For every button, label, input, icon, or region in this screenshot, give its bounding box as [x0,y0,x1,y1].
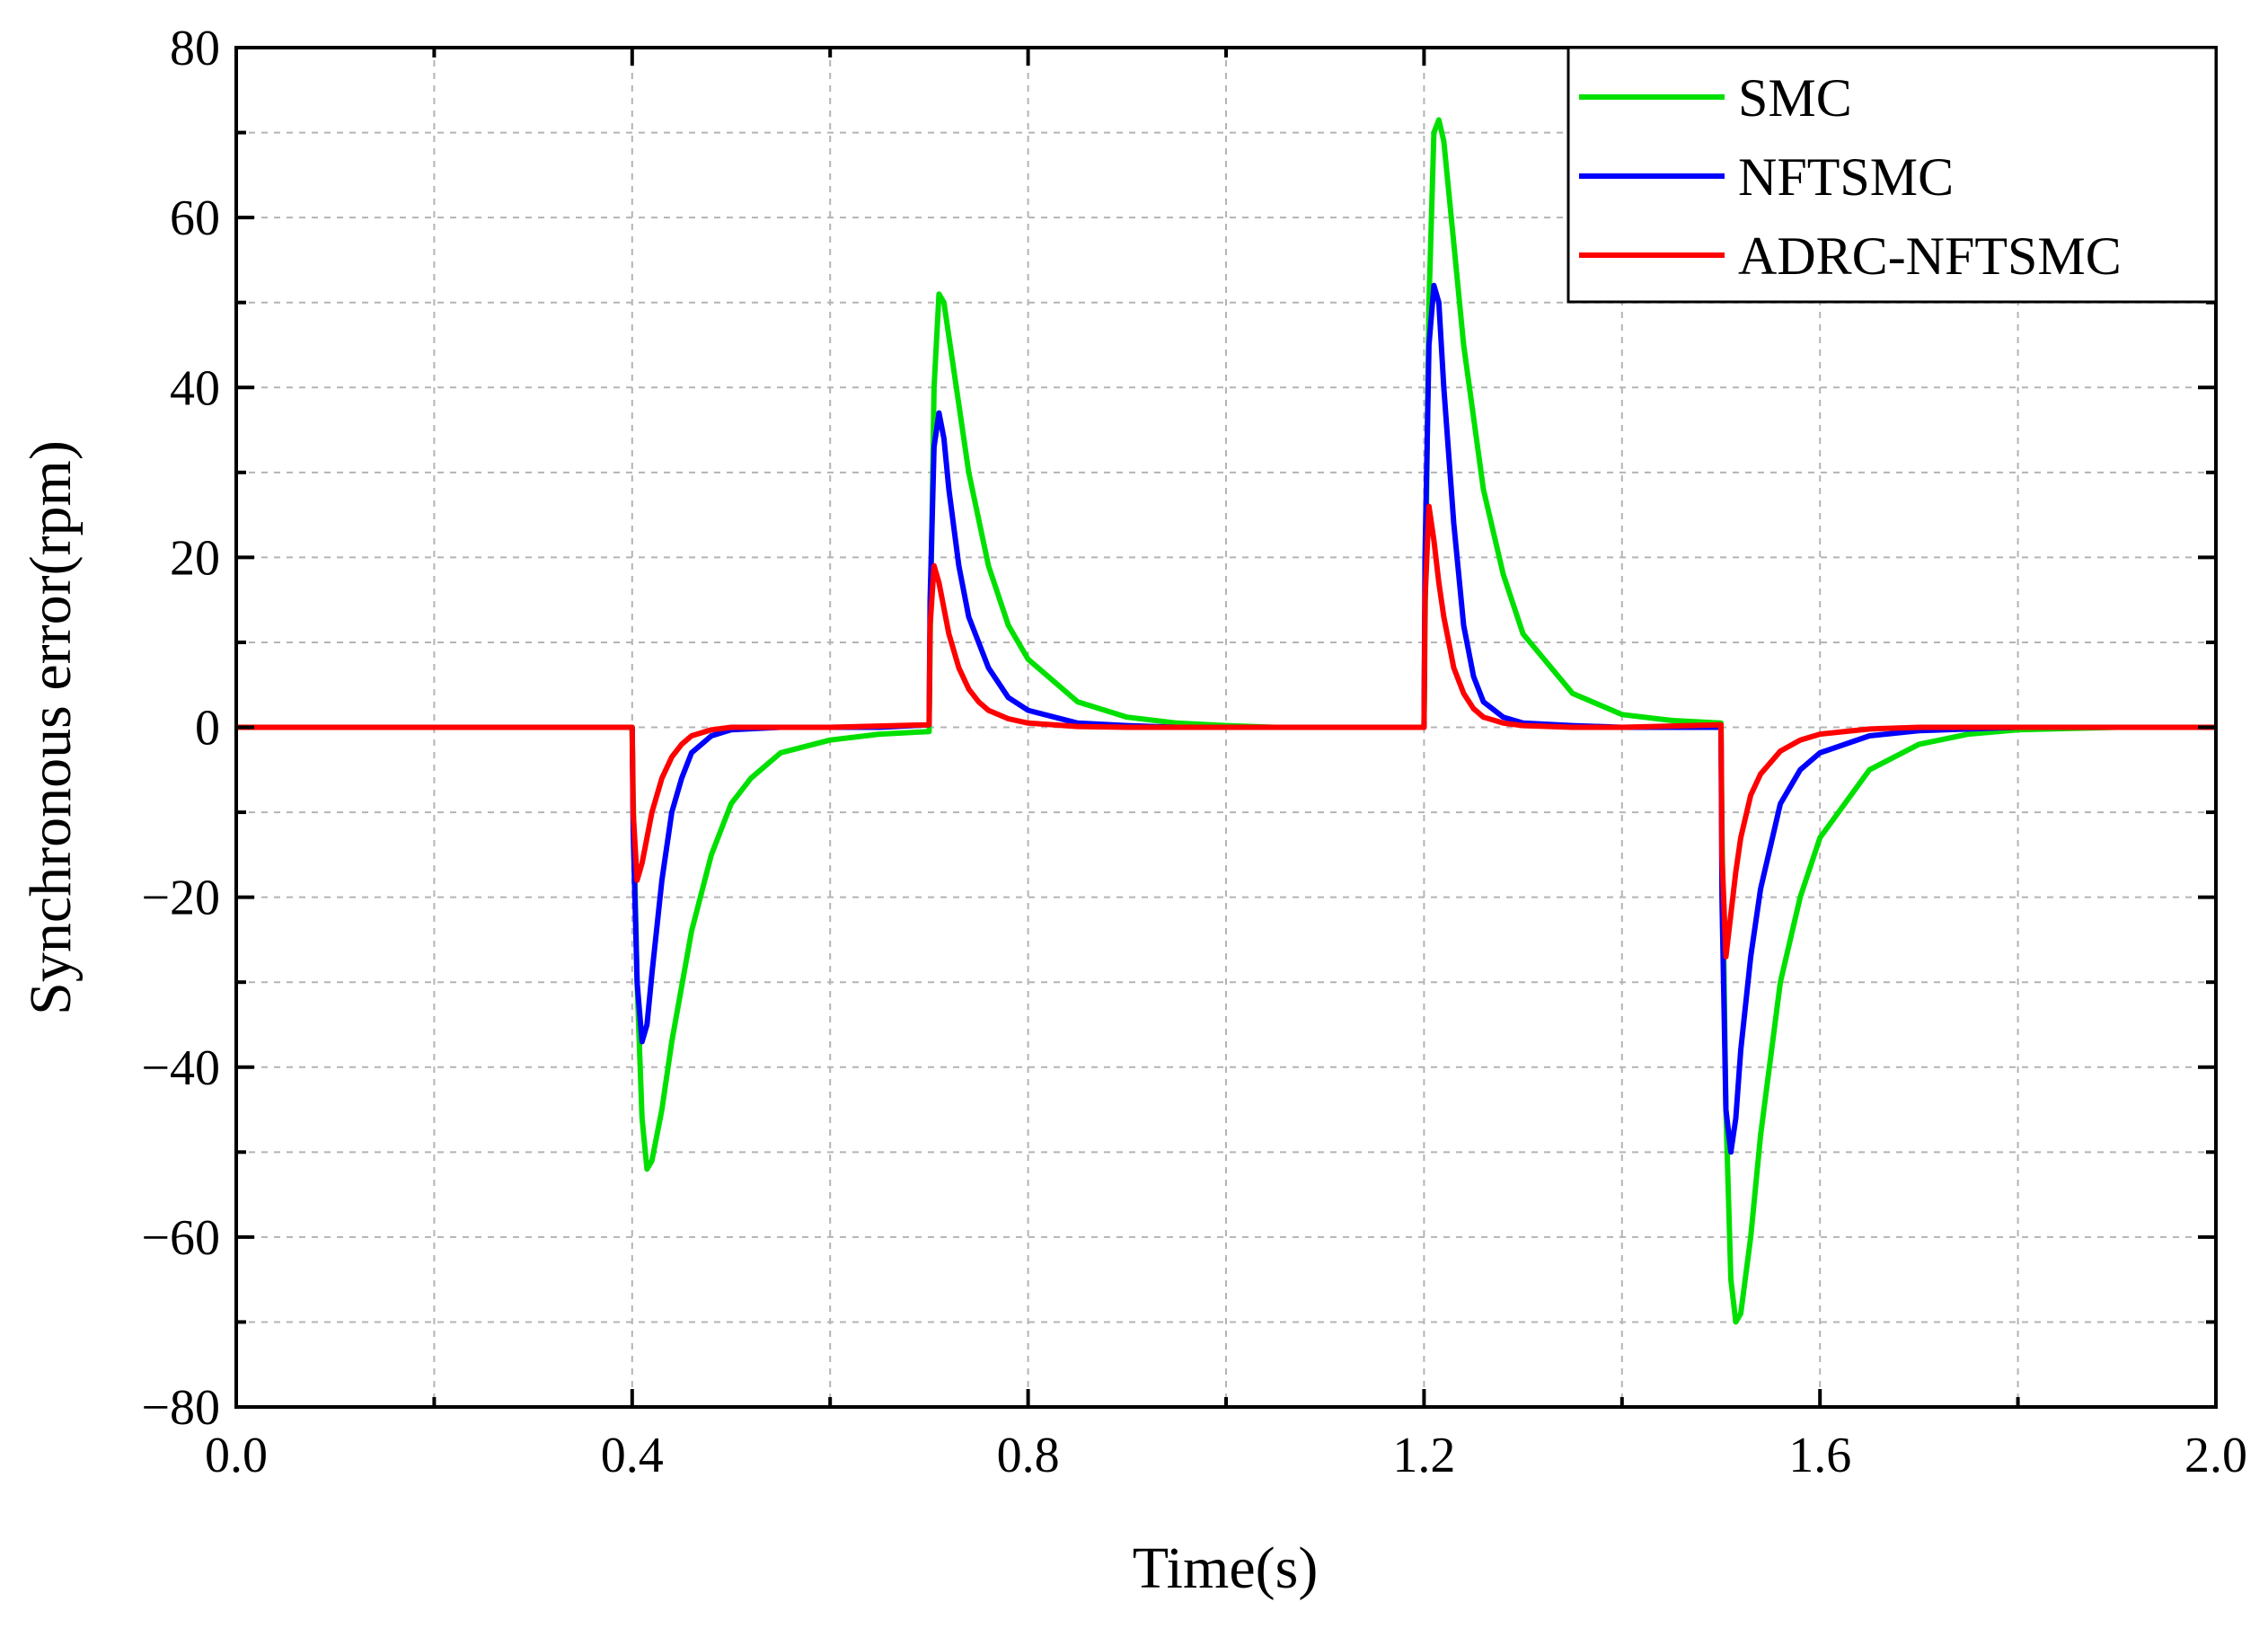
y-tick-label: 80 [170,21,220,76]
legend-label: SMC [1738,68,1852,128]
axis-tick-labels: 0.0 0.4 0.8 1.2 1.6 2.0 −80 −60 −40 −20 0 20 40 60 80 [141,21,2247,1483]
legend-label: NFTSMC [1738,147,1954,207]
y-tick-label: 40 [170,360,220,416]
x-axis-title: Time(s) [1133,1535,1319,1601]
y-tick-label: 20 [170,530,220,586]
x-tick-label: 1.2 [1392,1428,1455,1483]
y-tick-label: 0 [195,701,220,756]
y-tick-label: −80 [141,1380,220,1436]
y-tick-label: 60 [170,190,220,246]
x-tick-label: 0.8 [997,1428,1060,1483]
x-tick-label: 0.0 [205,1428,268,1483]
legend: SMC NFTSMC ADRC-NFTSMC [1566,46,2218,304]
y-tick-label: −60 [141,1210,220,1266]
y-axis-title: Synchronous error(rpm) [18,440,84,1015]
x-tick-label: 2.0 [2184,1428,2247,1483]
x-tick-label: 1.6 [1788,1428,1851,1483]
y-tick-label: −20 [141,871,220,926]
y-tick-label: −40 [141,1040,220,1096]
series-layer [236,117,2216,1325]
series-line-adrc-nftsmc [236,503,2216,960]
x-tick-label: 0.4 [601,1428,664,1483]
legend-label: ADRC-NFTSMC [1738,226,2122,286]
